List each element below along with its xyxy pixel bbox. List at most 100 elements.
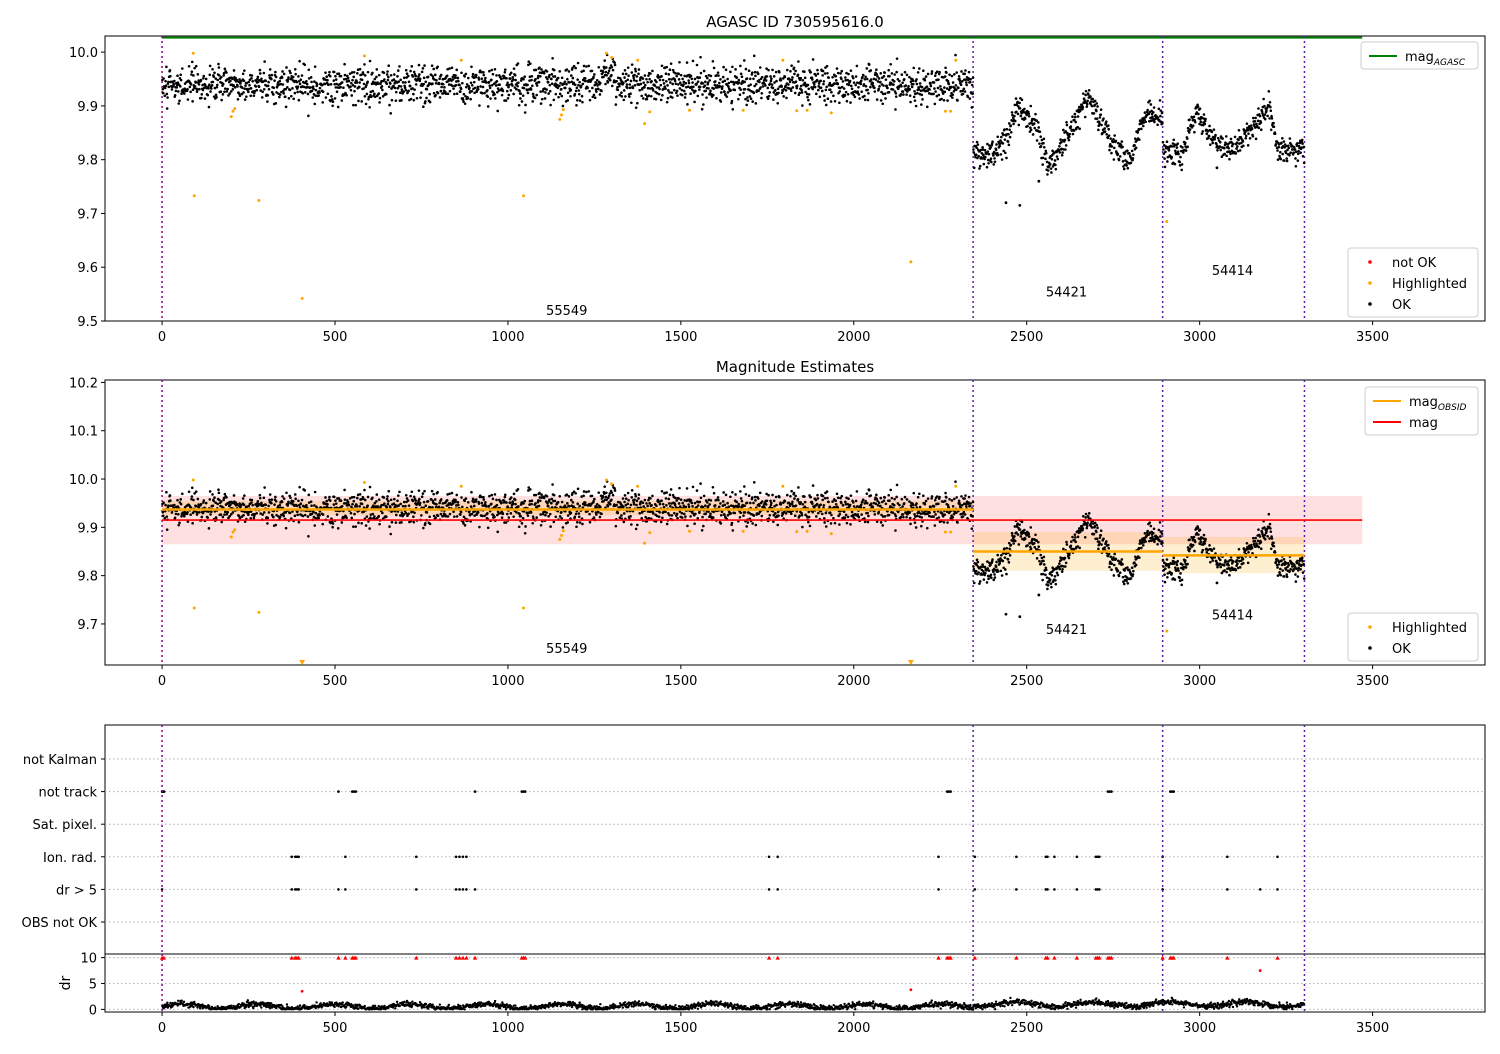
ok-point xyxy=(920,525,923,528)
ok-point xyxy=(1176,146,1179,149)
ok-point xyxy=(971,84,974,87)
ok-point xyxy=(504,68,507,71)
ok-point xyxy=(640,83,643,86)
ok-point xyxy=(296,514,299,517)
ok-point xyxy=(875,68,878,71)
ok-point xyxy=(575,525,578,528)
ok-point xyxy=(595,90,598,93)
ok-point xyxy=(638,68,641,71)
ok-point xyxy=(948,73,951,76)
ok-point xyxy=(847,93,850,96)
legend-label: OK xyxy=(1392,298,1411,313)
ok-point xyxy=(494,97,497,100)
ok-point xyxy=(822,70,825,73)
ok-point xyxy=(531,100,534,103)
ok-point xyxy=(268,511,271,514)
ok-point xyxy=(566,99,569,102)
ok-point xyxy=(495,74,498,77)
ok-point xyxy=(595,513,598,516)
ok-point xyxy=(823,80,826,83)
ok-point xyxy=(919,506,922,509)
ok-point xyxy=(931,495,934,498)
ok-point xyxy=(360,100,363,103)
ok-point xyxy=(304,91,307,94)
ok-point xyxy=(1108,134,1111,137)
ok-point xyxy=(731,529,734,532)
ok-point xyxy=(739,93,742,96)
ok-point xyxy=(625,73,628,76)
ok-point xyxy=(251,499,254,502)
ok-point xyxy=(807,99,810,102)
ok-point xyxy=(633,503,636,506)
ok-point xyxy=(834,522,837,525)
ok-point xyxy=(413,71,416,74)
x-tick-label: 3000 xyxy=(1183,330,1216,345)
ok-point xyxy=(325,96,328,99)
ok-point xyxy=(177,524,180,527)
ok-point xyxy=(289,512,292,515)
ok-point xyxy=(836,83,839,86)
ok-point xyxy=(945,496,948,499)
ok-point xyxy=(447,515,450,518)
ok-point xyxy=(387,76,390,79)
ok-point xyxy=(946,521,949,524)
ok-point xyxy=(464,524,467,527)
ok-point xyxy=(785,512,788,515)
ok-point xyxy=(557,501,560,504)
ok-point xyxy=(801,104,804,107)
ok-point xyxy=(740,497,743,500)
ok-point xyxy=(335,502,338,505)
ok-point xyxy=(816,79,819,82)
ok-point xyxy=(592,76,595,79)
ok-point xyxy=(179,73,182,76)
ok-point xyxy=(928,88,931,91)
ok-point xyxy=(387,500,390,503)
ok-point xyxy=(920,94,923,97)
ok-point xyxy=(224,87,227,90)
ok-point xyxy=(638,512,641,515)
ok-point xyxy=(1036,139,1039,142)
ok-point xyxy=(397,504,400,507)
ok-point xyxy=(817,497,820,500)
ok-point xyxy=(326,503,329,506)
ok-point xyxy=(704,90,707,93)
ok-point xyxy=(475,76,478,79)
ok-point xyxy=(943,86,946,89)
ok-point xyxy=(162,515,165,518)
ok-point xyxy=(746,96,749,99)
ok-point xyxy=(448,492,451,495)
ok-point xyxy=(844,501,847,504)
ok-point xyxy=(845,91,848,94)
ok-point xyxy=(535,494,538,497)
ok-point xyxy=(737,503,740,506)
ok-point xyxy=(243,69,246,72)
ok-point xyxy=(566,502,569,505)
ok-point xyxy=(448,67,451,70)
obsid-label: 54414 xyxy=(1212,264,1253,279)
ok-point xyxy=(777,514,780,517)
ok-point xyxy=(934,103,937,106)
ok-point xyxy=(766,87,769,90)
ok-point xyxy=(691,81,694,84)
ok-point xyxy=(866,502,869,505)
ok-point xyxy=(409,85,412,88)
ok-point xyxy=(789,70,792,73)
ok-point xyxy=(617,512,620,515)
ok-point xyxy=(268,499,271,502)
ok-point xyxy=(342,86,345,89)
ok-point xyxy=(200,79,203,82)
ok-point xyxy=(634,68,637,71)
ok-point xyxy=(972,148,975,151)
ok-point xyxy=(220,90,223,93)
ok-point xyxy=(920,516,923,519)
ok-point xyxy=(1019,115,1022,118)
ok-point xyxy=(259,72,262,75)
ok-point xyxy=(725,68,728,71)
ok-point xyxy=(1070,120,1073,123)
ok-point xyxy=(1211,131,1214,134)
ok-point xyxy=(169,69,172,72)
ok-point xyxy=(758,81,761,84)
ok-point xyxy=(386,70,389,73)
ok-point xyxy=(880,521,883,524)
ok-point xyxy=(602,71,605,74)
